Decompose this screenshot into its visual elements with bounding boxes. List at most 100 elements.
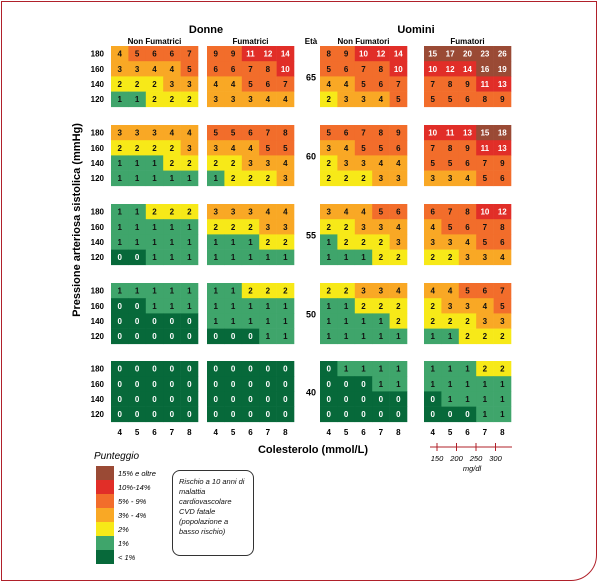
risk-value: 4	[266, 95, 271, 104]
risk-value: 3	[213, 144, 218, 153]
risk-value: 4	[170, 129, 175, 138]
risk-cell	[111, 140, 129, 156]
risk-value: 2	[231, 223, 236, 232]
risk-value: 2	[187, 95, 192, 104]
risk-cell	[493, 204, 512, 220]
risk-value: 2	[266, 174, 271, 183]
risk-cell	[259, 234, 277, 250]
risk-value: 2	[430, 253, 435, 262]
risk-cell	[276, 46, 295, 62]
risk-value: 1	[396, 365, 401, 374]
risk-value: 6	[396, 144, 401, 153]
risk-value: 10	[480, 208, 489, 217]
risk-value: 16	[480, 65, 489, 74]
risk-cell	[337, 46, 356, 62]
risk-cell	[424, 234, 442, 250]
cholesterol-tick: 8	[187, 428, 192, 437]
cholesterol-tick: 5	[231, 428, 236, 437]
risk-value: 1	[152, 174, 157, 183]
risk-cell	[493, 170, 512, 187]
risk-value: 6	[465, 159, 470, 168]
heatmap-grid: Non Fumatrici Fumatrici Non Fumatori Fumato…	[91, 37, 512, 437]
risk-cell	[241, 376, 260, 392]
risk-value: 7	[283, 80, 288, 89]
risk-cell	[241, 391, 260, 407]
risk-value: 1	[361, 253, 366, 262]
risk-cell	[163, 406, 181, 423]
risk-cell	[458, 170, 477, 187]
risk-value: 3	[483, 317, 488, 326]
risk-cell	[259, 76, 277, 92]
risk-value: 5	[135, 50, 140, 59]
risk-cell	[337, 91, 356, 108]
risk-value: 3	[266, 159, 271, 168]
risk-cell	[493, 391, 512, 407]
risk-value: 2	[500, 365, 505, 374]
risk-value: 0	[248, 380, 253, 389]
risk-value: 0	[248, 395, 253, 404]
risk-value: 2	[213, 223, 218, 232]
risk-value: 14	[394, 50, 403, 59]
risk-cell	[128, 204, 147, 220]
risk-value: 3	[170, 80, 175, 89]
risk-value: 1	[187, 253, 192, 262]
risk-cell	[372, 170, 390, 187]
risk-cell	[259, 406, 277, 423]
risk-cell	[207, 234, 225, 250]
sbp-label: 120	[91, 95, 105, 104]
risk-cell	[259, 219, 277, 235]
risk-value: 1	[379, 380, 384, 389]
risk-cell	[224, 298, 243, 314]
risk-value: 5	[483, 174, 488, 183]
risk-value: 1	[231, 238, 236, 247]
legend-label: < 1%	[118, 553, 136, 562]
risk-value: 6	[465, 95, 470, 104]
risk-value: 0	[170, 380, 175, 389]
risk-value: 13	[498, 144, 507, 153]
risk-cell	[337, 328, 356, 345]
risk-cell	[476, 76, 494, 92]
risk-value: 10	[281, 65, 290, 74]
risk-value: 6	[500, 238, 505, 247]
risk-value: 3	[448, 174, 453, 183]
risk-value: 5	[483, 238, 488, 247]
risk-value: 3	[266, 223, 271, 232]
risk-value: 4	[430, 287, 435, 296]
risk-cell	[441, 91, 460, 108]
risk-cell	[163, 125, 181, 141]
risk-value: 1	[170, 238, 175, 247]
sbp-label: 140	[91, 395, 105, 404]
risk-value: 2	[344, 223, 349, 232]
risk-cell	[207, 283, 225, 299]
risk-cell	[458, 140, 477, 156]
risk-cell	[276, 219, 295, 235]
risk-value: 0	[361, 395, 366, 404]
risk-cell	[163, 219, 181, 235]
risk-cell	[476, 91, 494, 108]
risk-cell	[180, 140, 199, 156]
risk-cell	[224, 155, 243, 171]
risk-cell	[320, 204, 338, 220]
risk-cell	[320, 376, 338, 392]
risk-value: 0	[152, 332, 157, 341]
risk-cell	[441, 140, 460, 156]
risk-value: 5	[266, 144, 271, 153]
risk-cell	[241, 234, 260, 250]
risk-cell	[476, 361, 494, 377]
risk-value: 4	[465, 238, 470, 247]
risk-cell	[389, 155, 408, 171]
risk-value: 7	[430, 80, 435, 89]
risk-value: 0	[248, 332, 253, 341]
risk-value: 3	[344, 95, 349, 104]
age-label-40: 40	[306, 387, 316, 397]
risk-cell	[458, 234, 477, 250]
risk-cell	[111, 283, 129, 299]
risk-cell	[476, 328, 494, 345]
age-label-50: 50	[306, 309, 316, 319]
sbp-label: 180	[91, 287, 105, 296]
risk-value: 4	[361, 208, 366, 217]
risk-value: 5	[326, 129, 331, 138]
risk-value: 0	[326, 410, 331, 419]
risk-cell	[493, 46, 512, 62]
